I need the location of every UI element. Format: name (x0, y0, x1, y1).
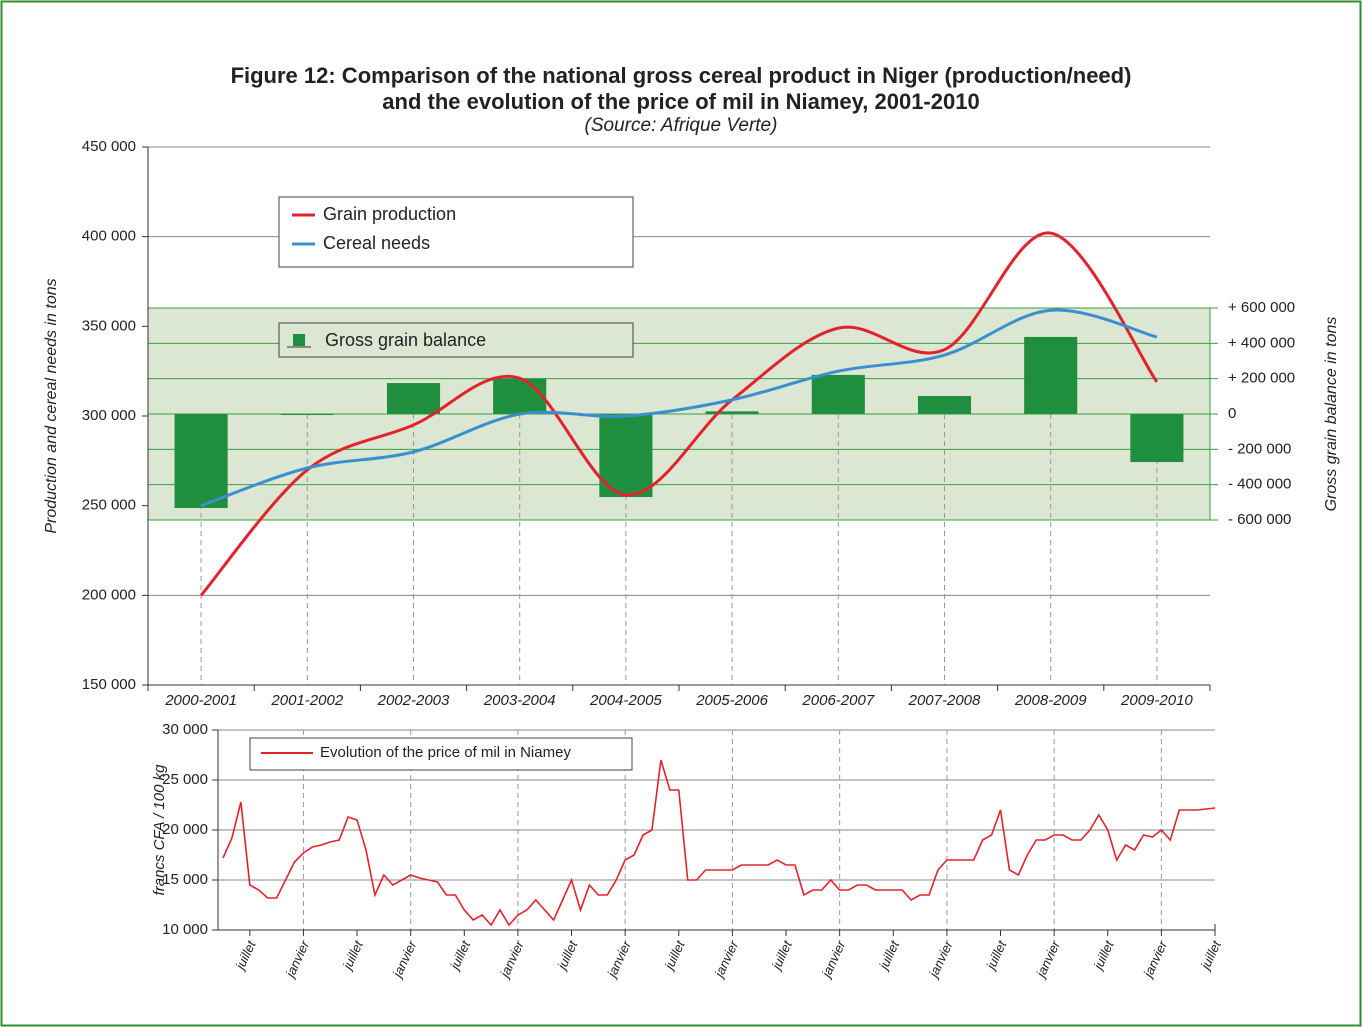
bar (599, 414, 653, 498)
bar (705, 411, 759, 414)
bar (811, 374, 865, 414)
y-axis-label: francs CFA / 100 kg (151, 764, 168, 896)
x-tick-label: 2007-2008 (908, 692, 981, 709)
y-tick-label: 150 000 (82, 676, 136, 693)
y-tick-label: 200 000 (82, 586, 136, 603)
y-tick-label: 20 000 (162, 821, 208, 838)
bar (1130, 414, 1184, 463)
y-tick-label: 15 000 (162, 871, 208, 888)
x-tick-label: 2003-2004 (483, 692, 556, 709)
bar (1024, 336, 1078, 414)
series-line (222, 759, 1216, 927)
y-tick-label: 10 000 (162, 921, 208, 938)
legend-label: Cereal needs (323, 233, 430, 253)
bar (174, 414, 228, 508)
y2-tick-label: - 200 000 (1228, 440, 1291, 457)
y-tick-label: 25 000 (162, 771, 208, 788)
legend-label: Gross grain balance (325, 330, 486, 350)
y2-tick-label: - 600 000 (1228, 511, 1291, 528)
y2-tick-label: 0 (1228, 405, 1236, 422)
y2-tick-label: - 400 000 (1228, 476, 1291, 493)
bar (280, 414, 334, 415)
x-tick-label: 2005-2006 (695, 692, 768, 709)
series-line (200, 308, 1158, 508)
y-tick-label: 250 000 (82, 497, 136, 514)
legend-label: Grain production (323, 204, 456, 224)
x-tick-label: 2001-2002 (270, 692, 343, 709)
x-tick-label: 2004-2005 (589, 692, 662, 709)
legend-swatch (293, 334, 305, 346)
y-tick-label: 350 000 (82, 317, 136, 334)
y-axis-label: Production and cereal needs in tons (43, 278, 60, 533)
y2-tick-label: + 600 000 (1228, 299, 1295, 316)
bar (493, 378, 547, 414)
y2-tick-label: + 200 000 (1228, 370, 1295, 387)
x-tick-label: 2002-2003 (377, 692, 450, 709)
legend-box (278, 196, 634, 268)
title-line: Figure 12: Comparison of the national gr… (231, 63, 1132, 88)
title-line: and the evolution of the price of mil in… (382, 89, 979, 114)
y-tick-label: 450 000 (82, 138, 136, 155)
x-tick-label: 2008-2009 (1014, 692, 1087, 709)
y-tick-label: 30 000 (162, 721, 208, 738)
legend-box (249, 737, 633, 771)
y2-tick-label: + 400 000 (1228, 334, 1295, 351)
y2-axis-label: Gross grain balance in tons (1323, 317, 1340, 512)
y-tick-label: 400 000 (82, 228, 136, 245)
series-line (199, 231, 1159, 597)
x-tick-label: 2000-2001 (164, 692, 237, 709)
x-tick-label: 2006-2007 (801, 692, 874, 709)
legend-label: Evolution of the price of mil in Niamey (320, 744, 571, 761)
legend-box (278, 322, 634, 358)
bar (917, 395, 972, 414)
bar (386, 383, 441, 414)
y-tick-label: 300 000 (82, 407, 136, 424)
source: (Source: Afrique Verte) (585, 115, 778, 136)
x-tick-label: 2009-2010 (1120, 692, 1193, 709)
